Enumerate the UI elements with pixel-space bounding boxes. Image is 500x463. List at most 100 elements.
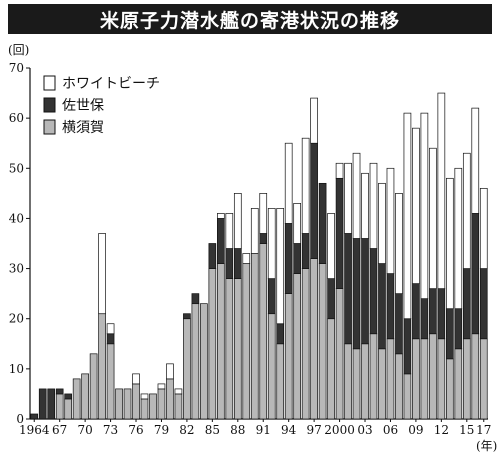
- bar-segment: [454, 348, 463, 420]
- bar-segment: [454, 308, 463, 350]
- bar-segment: [361, 343, 369, 420]
- bar-segment: [293, 273, 301, 420]
- bar-segment: [106, 323, 115, 335]
- bar-segment: [479, 187, 488, 269]
- bar-segment: [259, 243, 268, 420]
- bar-segment: [242, 253, 251, 264]
- bar-segment: [479, 338, 488, 420]
- bar-segment: [403, 112, 412, 320]
- bar-segment: [344, 343, 352, 420]
- bar-segment: [259, 193, 268, 234]
- bar-segment: [352, 348, 361, 420]
- bar-segment: [335, 177, 344, 289]
- x-axis-label: (年): [476, 439, 497, 453]
- y-tick-label: 60: [9, 111, 24, 125]
- bar-segment: [106, 343, 115, 420]
- bar-segment: [403, 373, 412, 420]
- bar-segment: [284, 293, 293, 420]
- bar-segment: [479, 268, 488, 340]
- bar-segment: [446, 177, 454, 310]
- chart-title-bar: 米原子力潜水艦の寄港状況の推移: [8, 4, 492, 34]
- bar-segment: [38, 388, 47, 420]
- bar-segment: [412, 338, 420, 420]
- bar-segment: [72, 378, 81, 420]
- bar-segment: [140, 398, 149, 420]
- legend-swatch: [43, 119, 56, 135]
- bar-segment: [132, 373, 140, 385]
- bar-segment: [335, 288, 344, 420]
- bar-segment: [225, 248, 234, 279]
- bar-segment: [284, 223, 293, 294]
- bar-segment: [462, 268, 471, 340]
- bar-segment: [267, 313, 276, 420]
- bar-segment: [429, 288, 437, 335]
- bar-segment: [157, 383, 166, 390]
- bar-segment: [361, 238, 369, 345]
- bar-segment: [217, 213, 225, 219]
- y-tick-label: 40: [9, 211, 24, 225]
- bar-segment: [318, 263, 327, 420]
- x-tick-label: 06: [383, 423, 398, 437]
- bar-segment: [335, 162, 344, 179]
- bar-segment: [395, 353, 403, 420]
- bar-segment: [369, 162, 378, 249]
- y-tick-label: 30: [9, 262, 24, 276]
- bar-segment: [318, 182, 327, 264]
- bar-segment: [301, 268, 310, 420]
- bar-segment: [437, 92, 446, 289]
- bar-segment: [183, 313, 191, 320]
- x-tick-label: 1964: [19, 423, 50, 437]
- bar-segment: [123, 388, 132, 420]
- y-tick-label: 70: [9, 61, 24, 75]
- bar-segment: [471, 107, 480, 214]
- bar-segment: [395, 293, 403, 355]
- bar-segment: [208, 243, 217, 269]
- x-tick-label: 03: [357, 423, 372, 437]
- bar-segment: [191, 303, 200, 420]
- x-tick-label: 12: [434, 423, 449, 437]
- x-tick-label: 17: [476, 423, 491, 437]
- bar-segment: [462, 338, 471, 420]
- bar-segment: [301, 233, 310, 269]
- y-tick-label: 0: [16, 412, 24, 426]
- bar-segment: [267, 208, 276, 279]
- x-tick-label: 67: [52, 423, 67, 437]
- chart-title: 米原子力潜水艦の寄港状況の推移: [99, 9, 400, 32]
- bar-segment: [233, 193, 242, 249]
- bar-segment: [191, 293, 200, 305]
- bar-segment: [378, 348, 386, 420]
- bar-segment: [115, 388, 123, 420]
- x-tick-label: 2000: [324, 423, 355, 437]
- x-tick-label: 76: [128, 423, 143, 437]
- bar-segment: [217, 263, 225, 420]
- bar-segment: [55, 388, 64, 395]
- bar-segment: [327, 278, 335, 320]
- bar-segment: [420, 112, 429, 300]
- bar-segment: [369, 333, 378, 420]
- bar-segment: [344, 162, 352, 234]
- x-tick-label: 79: [154, 423, 169, 437]
- bar-segment: [310, 142, 318, 259]
- bar-segment: [132, 383, 140, 420]
- bar-segment: [412, 127, 420, 284]
- bar-segment: [386, 338, 395, 420]
- bar-segment: [446, 358, 454, 420]
- bar-segment: [462, 152, 471, 269]
- bar-segment: [64, 393, 72, 400]
- bar-segment: [242, 263, 251, 420]
- bar-segment: [250, 253, 259, 420]
- bar-segment: [30, 413, 39, 420]
- bar-segment: [310, 258, 318, 420]
- bar-segment: [403, 318, 412, 375]
- bar-segment: [327, 213, 335, 279]
- legend-label: 佐世保: [62, 98, 104, 114]
- bar-segment: [344, 233, 352, 345]
- x-tick-label: 94: [281, 423, 297, 437]
- bar-segment: [166, 363, 174, 380]
- bar-segment: [47, 388, 56, 420]
- bar-segment: [276, 343, 285, 420]
- bar-segment: [225, 213, 234, 249]
- legend-swatch: [43, 97, 56, 113]
- bar-segment: [386, 167, 395, 274]
